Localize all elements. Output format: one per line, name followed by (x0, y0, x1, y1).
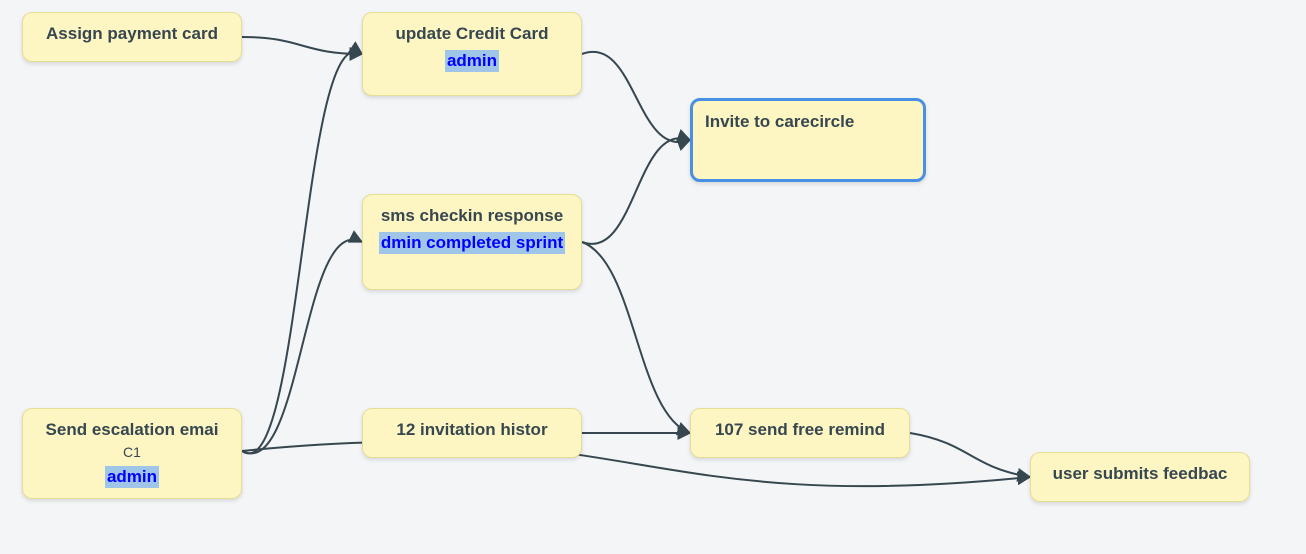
node-tag: admin (445, 50, 499, 72)
diagram-canvas[interactable]: Assign payment card update Credit Card adm… (0, 0, 1306, 554)
node-title: update Credit Card (375, 23, 569, 44)
edge-escal-feedback (242, 442, 1030, 486)
node-feedback[interactable]: user submits feedbac (1030, 452, 1250, 502)
node-title: Assign payment card (35, 23, 229, 44)
node-title: Invite to carecircle (705, 111, 911, 132)
node-remind[interactable]: 107 send free remind (690, 408, 910, 458)
node-sms[interactable]: sms checkin response dmin completed sprin… (362, 194, 582, 290)
node-title: user submits feedbac (1043, 463, 1237, 484)
edge-update-invite (582, 52, 690, 142)
edge-escal-update (242, 52, 362, 454)
edge-escal-sms (242, 240, 362, 454)
edge-remind-feedback (910, 433, 1030, 477)
node-subtitle: C1 (35, 444, 229, 460)
edge-assign-update (242, 37, 362, 54)
node-update[interactable]: update Credit Card admin (362, 12, 582, 96)
node-title: Send escalation emai (35, 419, 229, 440)
edge-sms-invite (582, 138, 690, 244)
node-assign[interactable]: Assign payment card (22, 12, 242, 62)
node-title: sms checkin response (375, 205, 569, 226)
node-invite[interactable]: Invite to carecircle (690, 98, 926, 182)
node-title: 107 send free remind (703, 419, 897, 440)
node-title: 12 invitation histor (375, 419, 569, 440)
node-escal[interactable]: Send escalation emai C1 admin (22, 408, 242, 499)
node-tag: admin (105, 466, 159, 488)
node-invhist[interactable]: 12 invitation histor (362, 408, 582, 458)
node-tag: dmin completed sprint (379, 232, 565, 254)
edge-sms-remind (582, 242, 690, 433)
